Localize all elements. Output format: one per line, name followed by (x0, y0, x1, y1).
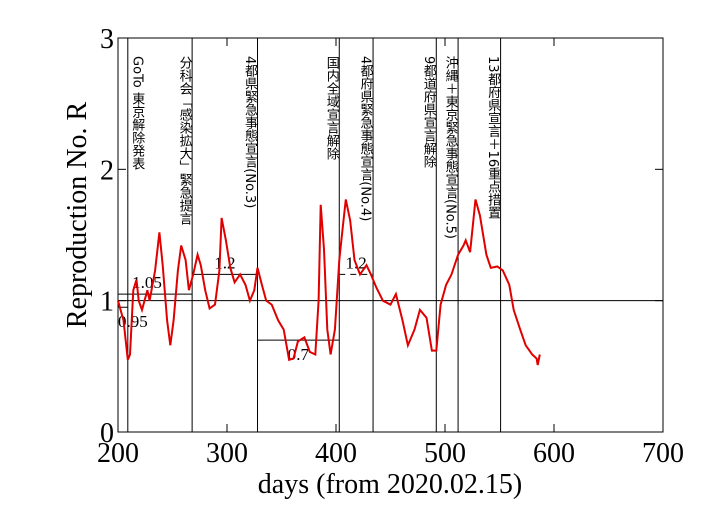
x-tick-label: 400 (315, 438, 357, 469)
x-tick-label: 500 (424, 438, 466, 469)
x-tick-label: 600 (533, 438, 575, 469)
level-label: 0.7 (288, 345, 310, 364)
plot-frame (117, 37, 664, 433)
level-label: 1.2 (214, 253, 235, 272)
y-tick-label: 2 (100, 155, 114, 186)
event-label: 沖縄＋東京緊急事態宣言(No.5) (443, 56, 459, 239)
event-label: 分科会「感染拡大」緊急提言 (177, 56, 193, 225)
data-line (117, 199, 541, 366)
event-label: GoTo 東京解除発表 (129, 56, 145, 170)
event-label: 4都県緊急事態宣言(No.3) (242, 56, 258, 208)
event-label: 13都府県宣言＋16重点措置 (485, 56, 501, 220)
level-label: 0.95 (118, 312, 148, 331)
event-label: 4都府県緊急事態宣言(No.4) (358, 56, 374, 221)
x-tick-label: 200 (97, 438, 139, 469)
event-label: 9都道府県宣言解除 (421, 56, 437, 169)
y-tick-label: 3 (100, 24, 114, 55)
event-label: 国内全域宣言解除 (324, 56, 340, 160)
x-axis-title: days (from 2020.02.15) (258, 469, 522, 500)
y-tick-label: 0 (100, 418, 114, 449)
y-axis-title: Reproduction No. R (62, 102, 93, 329)
x-tick-label: 300 (206, 438, 248, 469)
y-tick-label: 1 (100, 287, 114, 318)
x-tick-label: 700 (642, 438, 684, 469)
